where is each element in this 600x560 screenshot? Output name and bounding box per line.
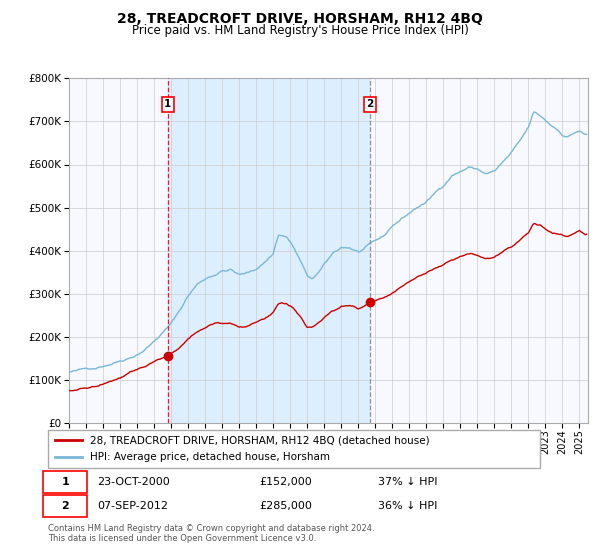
Text: 36% ↓ HPI: 36% ↓ HPI [377,501,437,511]
Text: £285,000: £285,000 [260,501,313,511]
Text: 2: 2 [367,99,374,109]
Text: 37% ↓ HPI: 37% ↓ HPI [377,477,437,487]
FancyBboxPatch shape [43,495,88,517]
FancyBboxPatch shape [43,472,88,493]
Text: 28, TREADCROFT DRIVE, HORSHAM, RH12 4BQ: 28, TREADCROFT DRIVE, HORSHAM, RH12 4BQ [117,12,483,26]
Text: £152,000: £152,000 [260,477,313,487]
Bar [168,78,370,423]
Text: 1: 1 [61,477,69,487]
Text: Price paid vs. HM Land Registry's House Price Index (HPI): Price paid vs. HM Land Registry's House … [131,24,469,36]
Text: 2: 2 [61,501,69,511]
Text: 07-SEP-2012: 07-SEP-2012 [97,501,168,511]
Text: 1: 1 [164,99,172,109]
Text: HPI: Average price, detached house, Horsham: HPI: Average price, detached house, Hors… [90,452,330,462]
Text: Contains HM Land Registry data © Crown copyright and database right 2024.
This d: Contains HM Land Registry data © Crown c… [48,524,374,543]
Text: 23-OCT-2000: 23-OCT-2000 [97,477,170,487]
Text: 28, TREADCROFT DRIVE, HORSHAM, RH12 4BQ (detached house): 28, TREADCROFT DRIVE, HORSHAM, RH12 4BQ … [90,435,430,445]
